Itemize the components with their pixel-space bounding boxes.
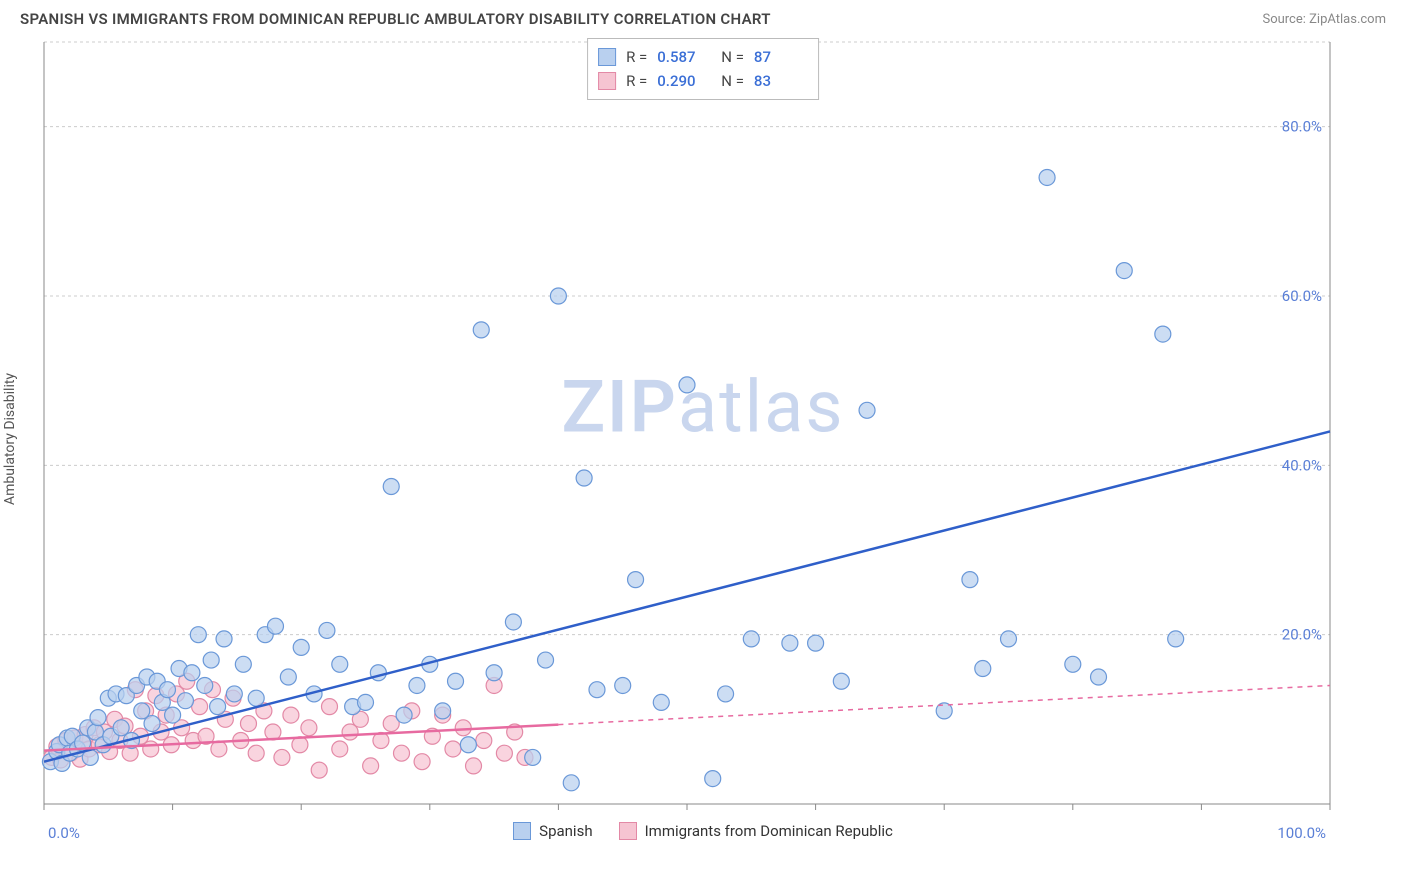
stats-row-1: R = 0.290 N = 83: [598, 69, 808, 93]
source-label: Source: ZipAtlas.com: [1262, 12, 1386, 27]
bottom-legend: Spanish Immigrants from Dominican Republ…: [20, 822, 1386, 840]
legend-label-1: Immigrants from Dominican Republic: [645, 822, 893, 840]
y-axis-label: Ambulatory Disability: [2, 373, 18, 505]
svg-text:20.0%: 20.0%: [1282, 626, 1322, 644]
stats-legend-box: R = 0.587 N = 87 R = 0.290 N = 83: [587, 38, 819, 100]
chart-container: Ambulatory Disability 20.0%40.0%60.0%80.…: [20, 34, 1386, 844]
legend-swatch-0: [513, 822, 531, 840]
legend-label-0: Spanish: [539, 822, 592, 840]
stats-r-label-1: R =: [626, 69, 647, 93]
legend-item-0: Spanish: [513, 822, 592, 840]
svg-text:60.0%: 60.0%: [1282, 287, 1322, 305]
stats-swatch-1: [598, 72, 616, 90]
stats-r-value-0: 0.587: [657, 45, 711, 69]
stats-r-value-1: 0.290: [657, 69, 711, 93]
stats-swatch-0: [598, 48, 616, 66]
stats-n-value-1: 83: [754, 69, 808, 93]
svg-text:40.0%: 40.0%: [1282, 456, 1322, 474]
stats-r-label-0: R =: [626, 45, 647, 69]
stats-row-0: R = 0.587 N = 87: [598, 45, 808, 69]
chart-title: SPANISH VS IMMIGRANTS FROM DOMINICAN REP…: [20, 10, 771, 28]
svg-text:80.0%: 80.0%: [1282, 118, 1322, 136]
legend-item-1: Immigrants from Dominican Republic: [619, 822, 893, 840]
scatter-chart: 20.0%40.0%60.0%80.0%0.0%100.0%: [20, 34, 1350, 844]
stats-n-value-0: 87: [754, 45, 808, 69]
legend-swatch-1: [619, 822, 637, 840]
stats-n-label-1: N =: [721, 69, 744, 93]
stats-n-label-0: N =: [721, 45, 744, 69]
